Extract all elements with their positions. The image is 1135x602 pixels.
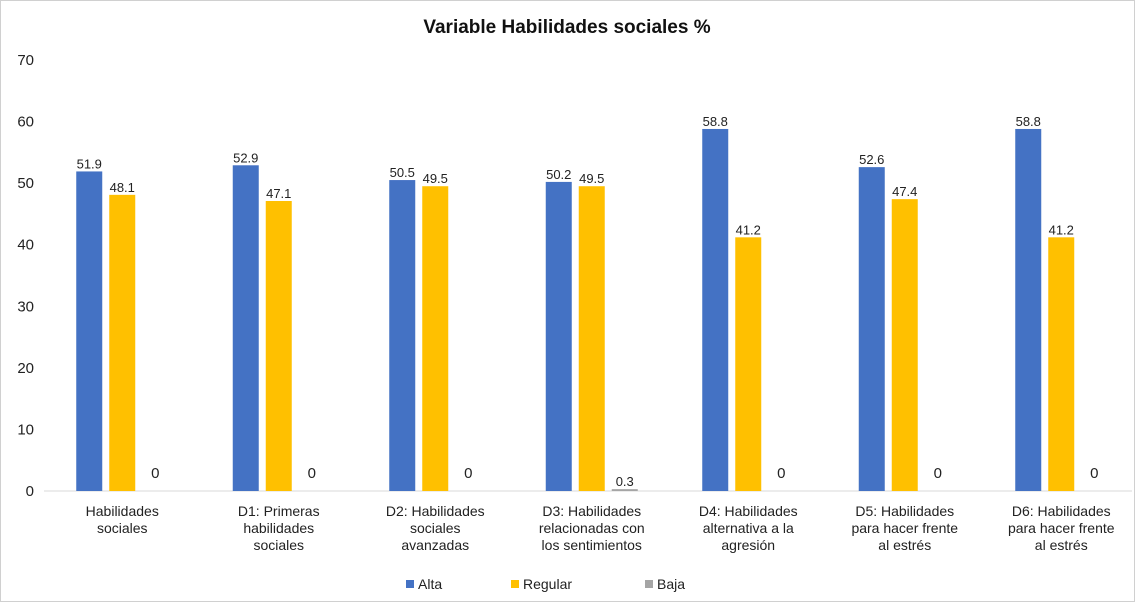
bars <box>76 128 1075 492</box>
legend-label-regular: Regular <box>523 576 572 592</box>
data-label: 0.3 <box>616 474 634 489</box>
category-label: D6: Habilidades <box>1012 503 1111 519</box>
category-label: sociales <box>410 520 461 536</box>
data-label: 0 <box>777 465 785 482</box>
data-label: 58.8 <box>703 114 728 129</box>
data-label: 50.2 <box>546 167 571 182</box>
category-label: D3: Habilidades <box>542 503 641 519</box>
bar-regular <box>422 186 449 491</box>
legend-swatch-regular <box>511 580 519 588</box>
data-label: 0 <box>151 465 159 482</box>
data-label: 41.2 <box>1049 222 1074 237</box>
y-axis: 0 10 20 30 40 50 60 70 <box>17 52 34 500</box>
data-label: 50.5 <box>390 165 415 180</box>
category-label: avanzadas <box>401 537 469 553</box>
data-label: 0 <box>464 465 472 482</box>
category-label: para hacer frente <box>851 520 958 536</box>
data-label: 48.1 <box>110 180 135 195</box>
data-label: 51.9 <box>77 156 102 171</box>
bar-regular <box>1048 237 1075 491</box>
category-label: agresión <box>721 537 775 553</box>
data-label: 47.1 <box>266 186 291 201</box>
category-label: D1: Primeras <box>238 503 320 519</box>
data-label: 52.9 <box>233 150 258 165</box>
chart-title: Variable Habilidades sociales % <box>423 17 710 38</box>
data-label: 49.5 <box>423 171 448 186</box>
bar-regular <box>891 199 918 491</box>
data-label: 41.2 <box>736 222 761 237</box>
bar-alta <box>232 165 259 491</box>
legend-swatch-baja <box>645 580 653 588</box>
legend-swatch-alta <box>406 580 414 588</box>
bar-alta <box>545 181 572 491</box>
y-tick-label: 50 <box>17 175 34 192</box>
category-label: Habilidades <box>86 503 159 519</box>
bar-regular <box>109 194 136 491</box>
bar-alta <box>389 180 416 492</box>
bar-alta <box>1015 128 1042 491</box>
category-label: D4: Habilidades <box>699 503 798 519</box>
bar-regular <box>265 200 292 491</box>
category-label: para hacer frente <box>1008 520 1115 536</box>
y-tick-label: 70 <box>17 52 34 69</box>
data-label: 52.6 <box>859 152 884 167</box>
category-label: relacionadas con <box>539 520 645 536</box>
bar-regular <box>578 186 605 491</box>
category-label: los sentimientos <box>542 537 642 553</box>
y-tick-label: 10 <box>17 421 34 438</box>
bar-alta <box>76 171 103 492</box>
data-labels: 51.9 48.1 0 52.9 47.1 0 50.5 49.5 0 50.2 49.5 0.3 58… <box>77 114 1099 489</box>
data-label: 47.4 <box>892 184 917 199</box>
bar-baja <box>611 489 638 491</box>
category-label: D2: Habilidades <box>386 503 485 519</box>
y-tick-label: 60 <box>17 114 34 131</box>
category-label: alternativa a la <box>703 520 794 536</box>
data-label: 0 <box>308 465 316 482</box>
y-tick-label: 40 <box>17 237 34 254</box>
legend: Alta Regular Baja <box>406 576 685 592</box>
category-label: habilidades <box>243 520 314 536</box>
y-tick-label: 30 <box>17 298 34 315</box>
data-label: 0 <box>1090 465 1098 482</box>
legend-label-alta: Alta <box>418 576 442 592</box>
category-label: al estrés <box>1035 537 1088 553</box>
legend-label-baja: Baja <box>657 576 685 592</box>
data-label: 58.8 <box>1016 114 1041 129</box>
data-label: 49.5 <box>579 171 604 186</box>
category-label: sociales <box>97 520 148 536</box>
y-tick-label: 0 <box>26 483 34 500</box>
category-label: al estrés <box>878 537 931 553</box>
bar-regular <box>735 237 762 491</box>
category-label: D5: Habilidades <box>855 503 954 519</box>
category-label: sociales <box>253 537 304 553</box>
bar-alta <box>858 167 885 492</box>
data-label: 0 <box>934 465 942 482</box>
y-tick-label: 20 <box>17 360 34 377</box>
bar-alta <box>702 128 729 491</box>
